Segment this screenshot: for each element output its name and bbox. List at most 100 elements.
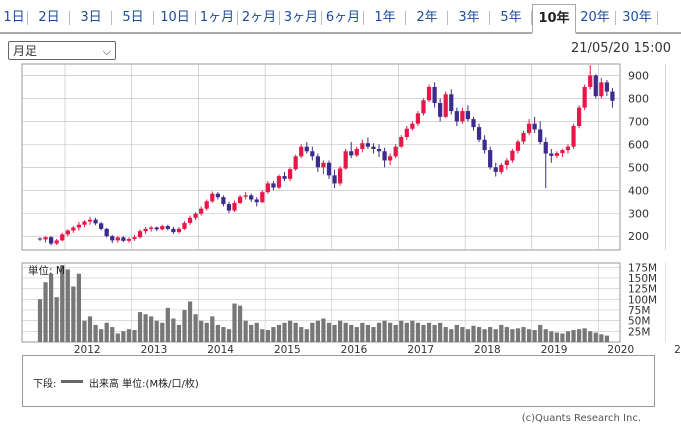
volume-bar (415, 322, 421, 342)
volume-bar (538, 324, 543, 342)
candle-body (104, 228, 109, 237)
tab-separator (363, 11, 364, 25)
candle-body (232, 202, 237, 211)
tab-0[interactable]: 1日 (0, 4, 28, 31)
tab-separator (447, 11, 448, 25)
volume-bar (493, 329, 498, 342)
candle-body (260, 192, 265, 203)
volume-bar (310, 322, 315, 342)
volume-bar (476, 327, 482, 342)
volume-bar (249, 324, 254, 342)
candle-body (471, 119, 476, 128)
candle-body (54, 240, 59, 244)
volume-bar (143, 314, 148, 342)
volume-bar (199, 320, 204, 342)
volume-bar (382, 320, 387, 342)
tab-separator (27, 11, 28, 25)
legend-volume-label: 出来高 単位:(M株/口/枚) (89, 379, 199, 390)
tab-5[interactable]: 1ヶ月 (196, 4, 238, 31)
candle-body (176, 228, 182, 233)
candle-body (610, 91, 615, 101)
volume-bar (521, 327, 526, 342)
volume-bar (93, 324, 98, 342)
tab-4[interactable]: 10日 (154, 4, 196, 31)
volume-bar (49, 273, 54, 342)
volume-bar (604, 335, 609, 342)
candle-body (49, 237, 54, 244)
volume-bar (149, 316, 154, 342)
candle-body (554, 153, 559, 156)
candle-body (249, 195, 254, 200)
tab-13[interactable]: 10年 (532, 4, 576, 34)
candle-body (115, 237, 120, 241)
candle-body (304, 146, 309, 152)
volume-bar (243, 320, 248, 342)
candle-body (499, 165, 504, 172)
tab-3[interactable]: 5日 (112, 4, 154, 31)
candle-body (187, 217, 193, 223)
volume-bar (226, 329, 232, 342)
tab-11[interactable]: 3年 (448, 4, 490, 31)
volume-bar (182, 309, 187, 342)
candle-body (171, 228, 176, 233)
tab-10[interactable]: 2年 (406, 4, 448, 31)
candle-body (376, 148, 382, 152)
volume-bar (60, 265, 65, 342)
credit-text: (c)Quants Research Inc. (521, 413, 641, 424)
tab-9[interactable]: 1年 (364, 4, 406, 31)
volume-plot-frame (21, 262, 621, 343)
volume-bar (460, 327, 465, 342)
x-axis-year-label: 2018 (474, 344, 501, 355)
candle-body (193, 213, 198, 218)
volume-bar (393, 324, 398, 342)
candle-body (354, 148, 359, 156)
tab-separator (405, 11, 406, 25)
volume-bar (354, 327, 359, 342)
volume-bar (332, 324, 337, 342)
candle-body (365, 143, 371, 147)
candle-body (93, 219, 98, 224)
volume-bar (87, 316, 93, 342)
volume-bar (237, 305, 243, 342)
candle-body (121, 237, 126, 241)
volume-bar (365, 324, 371, 342)
tab-15[interactable]: 30年 (616, 4, 658, 31)
tab-8[interactable]: 6ヶ月 (322, 4, 364, 31)
volume-bar (549, 331, 554, 342)
volume-bar (443, 327, 448, 342)
volume-bar (349, 324, 354, 342)
tab-6[interactable]: 2ヶ月 (238, 4, 280, 31)
period-select[interactable]: 月足 ⌵ (8, 41, 116, 60)
candle-body (549, 153, 554, 156)
tab-separator (321, 11, 322, 25)
tab-separator (531, 11, 532, 25)
tab-2[interactable]: 3日 (70, 4, 112, 31)
tab-14[interactable]: 20年 (574, 4, 616, 31)
legend-prefix: 下段: (33, 379, 57, 390)
candle-body (388, 156, 393, 161)
x-axis-year-label: 2019 (541, 344, 568, 355)
candle-body (82, 221, 87, 225)
volume-bar (588, 331, 593, 342)
price-y-tick: 500 (628, 161, 649, 174)
candle-body (271, 183, 276, 188)
volume-bar (321, 318, 326, 342)
volume-bar (137, 312, 143, 342)
candle-body (438, 103, 443, 117)
candle-body (276, 176, 282, 188)
candle-body (338, 168, 343, 184)
price-y-tick: 900 (628, 69, 649, 82)
candle-body (315, 156, 320, 168)
volume-bar (304, 329, 309, 342)
candle-body (254, 199, 259, 203)
candle-body (237, 196, 243, 203)
candle-body (349, 151, 354, 156)
tab-1[interactable]: 2日 (28, 4, 70, 31)
volume-bar (287, 320, 293, 342)
tab-7[interactable]: 3ヶ月 (280, 4, 322, 31)
candle-body (182, 222, 187, 229)
tab-12[interactable]: 5年 (490, 4, 532, 31)
candle-body (215, 193, 220, 198)
legend-box: 下段: 出来高 単位:(M株/口/枚) (22, 355, 655, 407)
candle-body (560, 150, 565, 154)
